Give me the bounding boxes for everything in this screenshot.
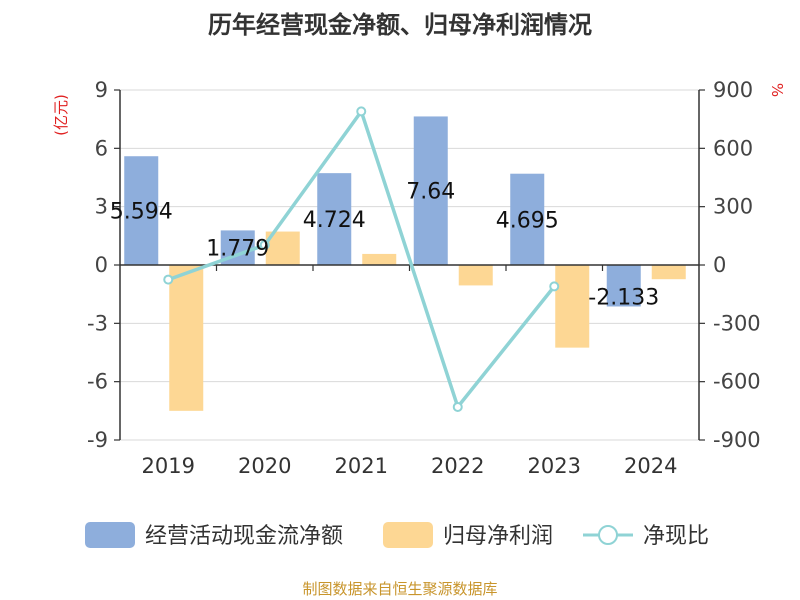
ratio-point	[163, 274, 174, 285]
net-profit-bar	[169, 265, 204, 411]
axes-layer: 9 6 3 0 -3 -6 -9 900 600 300 0 -300 -600 -900 2019 2020…	[52, 78, 786, 478]
chart-title: 历年经营现金净额、归母净利润情况	[208, 11, 592, 39]
y-left-tick-label: -9	[87, 428, 108, 452]
y-left-unit: (亿元)	[52, 94, 70, 136]
ratio-point	[356, 106, 367, 117]
x-tick-label: 2021	[335, 454, 388, 478]
cashflow-bar	[510, 173, 545, 265]
net-profit-bar	[651, 265, 686, 280]
cashflow-data-label: 4.724	[303, 208, 366, 233]
ratio-point	[259, 239, 270, 250]
y-left-tick-label: -6	[87, 370, 108, 394]
y-left-tick-label: 9	[95, 78, 108, 102]
ratio-line-layer	[163, 106, 560, 412]
cashflow-data-label: 7.64	[406, 180, 455, 205]
cashflow-data-label: 1.779	[206, 237, 269, 262]
legend: 经营活动现金流净额 归母净利润 净现比	[85, 522, 709, 549]
legend-swatch-cashflow	[85, 522, 135, 548]
net-profit-bar	[458, 265, 493, 286]
y-right-tick-label: 300	[713, 195, 753, 219]
cashflow-bar	[124, 156, 159, 265]
x-tick-label: 2019	[142, 454, 195, 478]
net-profit-bar	[555, 265, 590, 348]
cashflow-bar	[606, 265, 641, 307]
source-note: 制图数据来自恒生聚源数据库	[302, 580, 497, 598]
y-left-tick-label: 0	[95, 253, 108, 277]
legend-swatch-ratio-marker	[598, 525, 618, 545]
y-right-tick-label: -300	[713, 311, 761, 335]
y-right-tick-label: -900	[713, 428, 761, 452]
data-label-layer: 5.594 1.779 4.724 7.64 4.695 -2.133	[110, 180, 659, 311]
y-right-tick-label: 900	[713, 78, 753, 102]
y-left-tick-label: -3	[87, 311, 108, 335]
x-tick-label: 2022	[431, 454, 484, 478]
cashflow-data-label: 5.594	[110, 200, 173, 225]
y-right-unit: %	[768, 83, 786, 97]
legend-label-ratio: 净现比	[643, 524, 709, 549]
cashflow-data-label: -2.133	[588, 285, 659, 310]
y-left-tick-label: 6	[95, 136, 108, 160]
legend-swatch-net-profit	[383, 522, 433, 548]
x-tick-label: 2020	[238, 454, 291, 478]
cashflow-data-label: 4.695	[496, 208, 559, 233]
ratio-point	[549, 281, 560, 292]
legend-label-cashflow: 经营活动现金流净额	[145, 524, 343, 549]
ratio-point	[452, 401, 463, 412]
y-right-tick-label: 600	[713, 136, 753, 160]
grid-lines	[120, 89, 699, 441]
cashflow-bar	[317, 173, 352, 265]
legend-label-net-profit: 归母净利润	[443, 524, 553, 549]
bar-layer	[124, 116, 686, 411]
y-right-tick-label: -600	[713, 370, 761, 394]
y-right-tick-label: 0	[713, 253, 726, 277]
y-left-tick-label: 3	[95, 195, 108, 219]
net-profit-bar	[362, 253, 397, 265]
cashflow-bar	[413, 116, 448, 265]
x-tick-label: 2023	[528, 454, 581, 478]
x-tick-label: 2024	[624, 454, 677, 478]
